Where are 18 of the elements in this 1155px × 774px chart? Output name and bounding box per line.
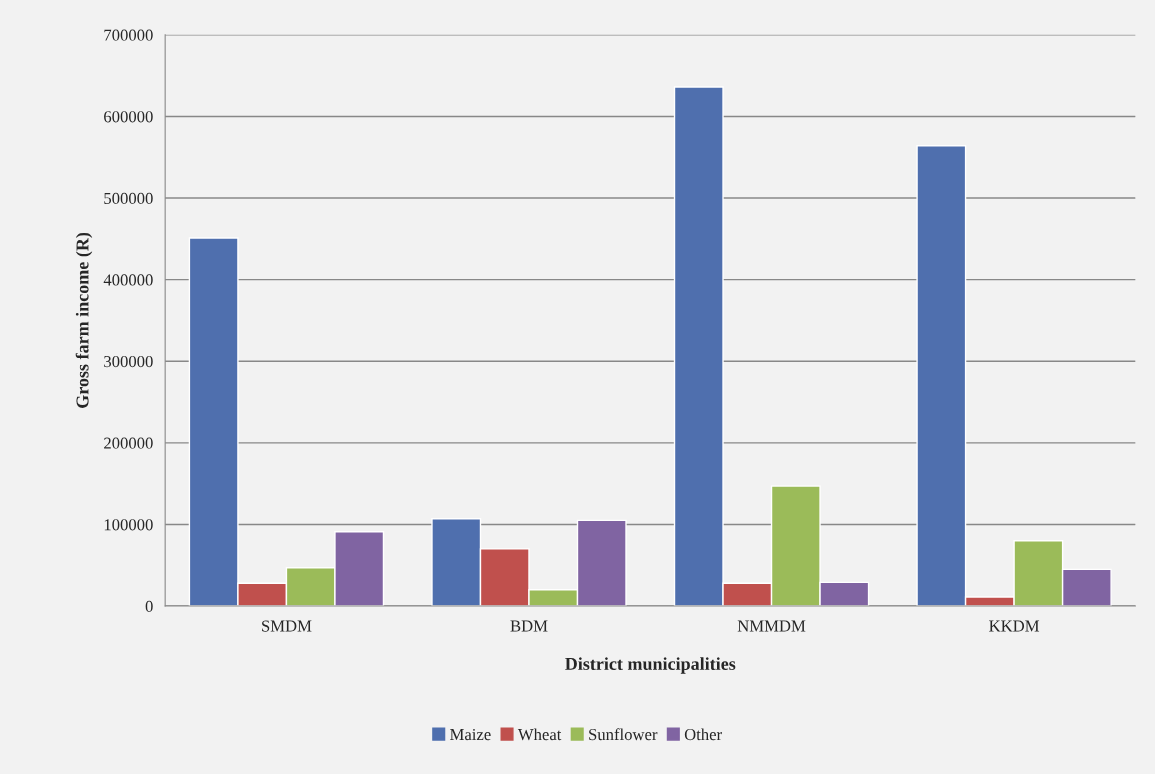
y-tick-label: 200000 <box>104 437 153 449</box>
y-tick-label: 100000 <box>104 519 153 531</box>
legend-label: Sunflower <box>589 728 658 741</box>
x-tick-label: KKDM <box>989 620 1040 632</box>
y-tick-label: 700000 <box>104 29 153 41</box>
legend-label: Wheat <box>517 728 562 741</box>
x-tick-label: BDM <box>510 620 548 632</box>
legend-label: Other <box>684 728 722 741</box>
x-tick-label: SMDM <box>262 620 312 632</box>
y-axis-title: Gross farm income (R) <box>75 232 93 408</box>
legend-label: Maize <box>450 728 491 741</box>
y-tick-label: 300000 <box>104 355 153 368</box>
y-tick-label: 500000 <box>104 192 153 204</box>
y-tick-label: 0 <box>145 600 153 612</box>
x-axis-title: District municipalities <box>565 657 736 674</box>
y-tick-label: 600000 <box>104 111 153 123</box>
y-tick-label: 400000 <box>103 274 153 286</box>
x-tick-label: NMMDM <box>737 620 806 632</box>
